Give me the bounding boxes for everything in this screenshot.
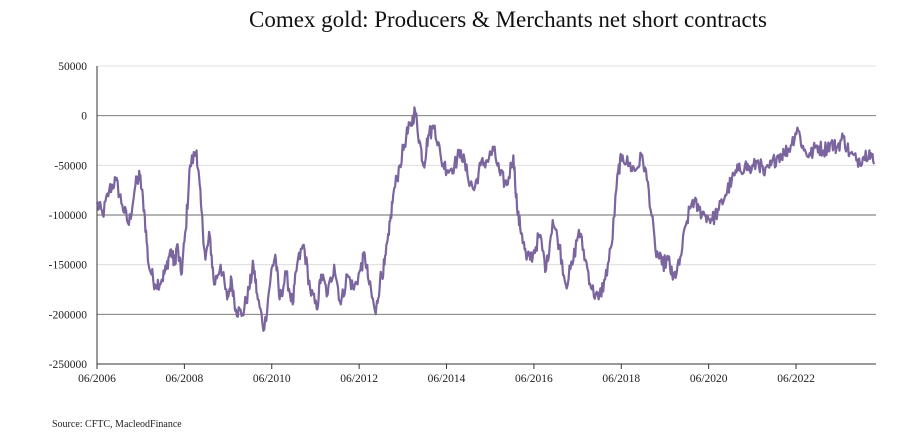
x-tick-label: 06/2014: [428, 373, 466, 385]
y-tick-label: -50000: [54, 160, 87, 172]
x-tick-label: 06/2018: [602, 373, 640, 385]
chart-title: Comex gold: Producers & Merchants net sh…: [249, 7, 767, 32]
y-tick-label: -200000: [49, 309, 88, 321]
y-tick-label: -150000: [49, 260, 88, 272]
y-tick-label: -250000: [49, 359, 88, 371]
y-tick-label: 0: [81, 111, 87, 123]
series-line: [95, 106, 875, 332]
y-tick-label: -100000: [49, 210, 88, 222]
y-tick-labels: 50000 0 -50000 -100000 -150000 -200000 -250000: [49, 61, 88, 371]
x-tick-label: 06/2016: [515, 373, 553, 385]
axes: [96, 66, 876, 369]
x-tick-label: 06/2008: [166, 373, 204, 385]
x-tick-labels: 06/2006 06/2008 06/2010 06/2012 06/2014 06/20…: [78, 373, 815, 385]
x-tick-label: 06/2022: [777, 373, 815, 385]
x-tick-label: 06/2020: [690, 373, 728, 385]
gridlines: [97, 65, 876, 365]
y-tick-label: 50000: [58, 61, 87, 73]
source-note: Source: CFTC, MacleodFinance: [52, 419, 182, 430]
x-tick-label: 06/2012: [340, 373, 378, 385]
x-tick-label: 06/2010: [253, 373, 291, 385]
x-tick-label: 06/2006: [78, 373, 116, 385]
series: [95, 106, 875, 332]
